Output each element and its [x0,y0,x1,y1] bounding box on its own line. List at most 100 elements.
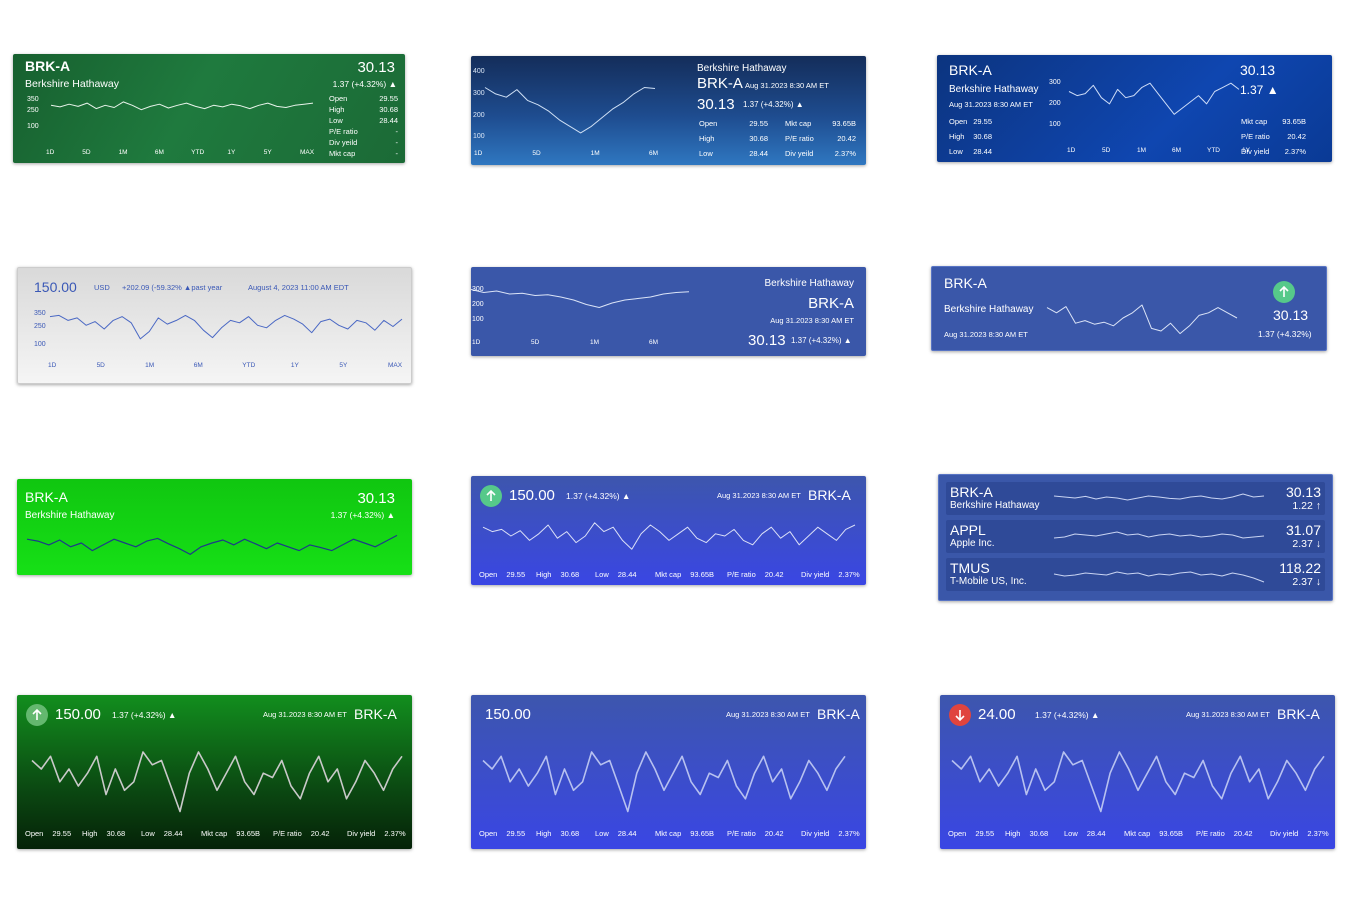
icon-arrow [32,708,42,720]
stat-value: 30.68 [379,105,398,114]
range-button: 5D [1102,147,1111,154]
stat-label: Open [949,117,968,126]
stat-pair: Open 29.55 [479,829,525,838]
stat-value: 30.68 [749,134,768,143]
price-line [31,751,403,813]
stat-value: 28.44 [973,147,992,156]
stat-label: P/E ratio [329,127,358,136]
symbol: TMUS [950,560,990,576]
y-tick-label: 250 [34,322,46,330]
stat-pair: Div yield 2.37% [1270,829,1329,838]
stat-pair: P/E ratio 20.42 [727,570,784,579]
stat-label: Low [595,570,609,579]
stat-label: High [536,829,552,838]
stat-label: P/E ratio [727,570,756,579]
stat-pair: Low 28.44 [595,829,637,838]
sparkline [31,751,403,813]
stat-pair: Low 28.44 [595,570,637,579]
stat-value: 2.37% [384,829,406,838]
y-tick-label: 300 [1049,79,1061,87]
stock-widget: BRK-A Berkshire Hathaway Aug 31.2023 8:30 … [937,55,1332,162]
change: 1.37 (+4.32%) [1258,329,1312,339]
date: Aug 31.2023 8:30 AM ET [726,710,810,719]
range-button: YTD [242,362,256,369]
price-line [482,522,856,550]
currency: USD [94,283,110,292]
stat-value: 30.68 [560,570,580,579]
symbol: BRK-A [25,489,68,505]
change: 1.37 (+4.32%) ▲ [743,100,804,109]
symbol: BRK-A [944,275,987,291]
stat-pair: Open 29.55 [479,570,525,579]
range-button: 1Y [1242,147,1250,154]
price-line [951,751,1325,813]
stat-value: - [395,138,399,147]
stat-value: 2.37% [1307,829,1329,838]
stat-pair: Mkt cap 93.65B [655,829,714,838]
range-button: MAX [300,149,315,156]
stat-value: 2.37% [834,149,856,158]
date: Aug 31.2023 8:30 AM ET [717,491,801,500]
price: 150.00 [509,487,555,504]
stat-value: 29.55 [975,829,995,838]
stat-label: Open [699,119,718,128]
stat-value: 28.44 [379,116,398,125]
sparkline [1046,304,1238,335]
stat-label: Mkt cap [1241,117,1268,126]
company-name: T-Mobile US, Inc. [950,576,1027,587]
stat-value: 30.68 [973,132,992,141]
stat-label: Div yield [801,829,830,838]
stat-value: 29.55 [506,829,526,838]
stat-value: 29.55 [379,94,398,103]
stat-label: Low [595,829,609,838]
stock-widget: BRK-A Berkshire Hathaway 30.13 1.37 (+4.32%… [13,54,405,163]
stock-widget: 150.00 1.37 (+4.32%) ▲ Aug 31.2023 8:30 AM… [17,695,412,849]
stat-label: Mkt cap [655,570,682,579]
y-tick-label: 300 [472,285,484,293]
stat-label: Open [479,829,498,838]
stat-pair: P/E ratio 20.42 [727,829,784,838]
y-tick-label: 100 [472,315,484,323]
stat-value: 30.68 [1029,829,1049,838]
price-line [484,87,656,134]
stock-widget: 300 200 100 1D 5D 1M 6M Berkshire Hathaway BRK-A… [471,267,866,356]
company-name: Berkshire Hathaway [949,84,1039,95]
stock-row: TMUS T-Mobile US, Inc. 118.22 2.37 ↓ [946,558,1325,591]
stat-label: Low [1064,829,1078,838]
price: 30.13 [697,96,735,113]
stock-row: APPL Apple Inc. 31.07 2.37 ↓ [946,520,1325,553]
range-button: MAX [388,362,403,369]
stock-widget: BRK-A Berkshire Hathaway Aug 31.2023 8:30 … [931,266,1327,351]
stat-value: 30.68 [106,829,126,838]
stat-label: Mkt cap [201,829,228,838]
stock-widget: 24.00 1.37 (+4.32%) ▲ Aug 31.2023 8:30 AM … [940,695,1335,849]
stat-label: Div yield [801,570,830,579]
company-name: Berkshire Hathaway [697,63,787,74]
price-line [1053,531,1265,539]
sparkline [484,87,656,134]
sparkline [49,314,403,340]
symbol: BRK-A [808,487,851,503]
symbol: BRK-A [949,62,992,78]
y-tick-label: 250 [27,106,39,114]
price-line [1053,571,1265,583]
stat-pair: Mkt cap 93.65B [1124,829,1183,838]
stat-value: 20.42 [1233,829,1253,838]
y-tick-label: 100 [27,123,39,131]
y-tick-label: 200 [1049,99,1061,107]
range-button: 5D [82,149,91,156]
down-icon [949,704,971,726]
stat-label: High [699,134,715,143]
stat-label: High [536,570,552,579]
stat-pair: High 30.68 [536,570,579,579]
stat-pair: Div yield 2.37% [347,829,406,838]
stat-value: 2.37% [838,570,860,579]
stat-value: 2.37% [1284,147,1306,156]
stat-value: 93.65B [690,570,715,579]
stat-value: 28.44 [617,829,637,838]
sparkline [482,751,846,813]
stat-label: Mkt cap [655,829,682,838]
change: 1.37 (+4.32%) ▲ [791,336,852,345]
price: 150.00 [55,706,101,723]
stock-row: BRK-A Berkshire Hathaway 30.13 1.22 ↑ [946,482,1325,515]
